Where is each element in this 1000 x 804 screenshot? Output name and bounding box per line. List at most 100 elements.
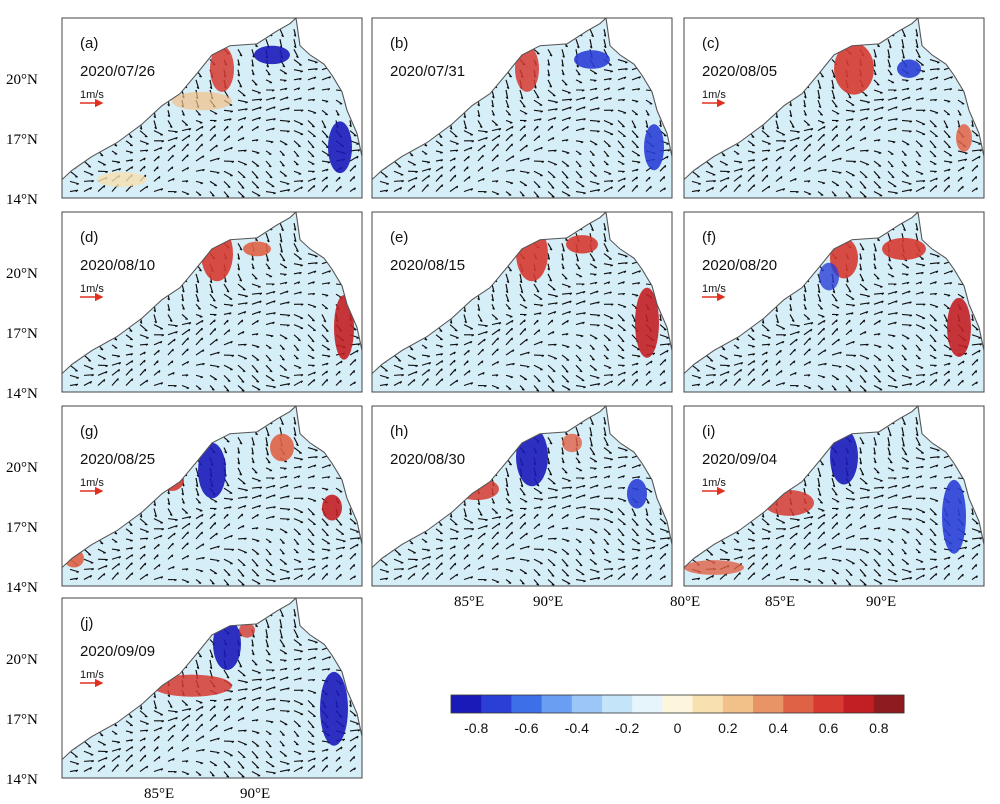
lat-label-14n: 14°N [6, 772, 38, 788]
panel-f: (f) 2020/08/20 1m/s [683, 211, 985, 393]
colorbar-cell [722, 695, 754, 713]
panel-letter: (f) [702, 229, 716, 246]
lat-label-20n: 20°N [6, 652, 38, 668]
colorbar-tick-labels: -0.8 -0.6 -0.4 -0.2 0 0.2 0.4 0.6 0.8 [464, 720, 889, 736]
colorbar-cell [753, 695, 784, 713]
lat-label-14n: 14°N [6, 580, 38, 596]
lat-label-17n: 17°N [6, 712, 38, 728]
colorbar-tick-label: 0.4 [768, 720, 788, 736]
panel-a: (a) 2020/07/26 1m/s [61, 17, 363, 199]
colorbar-cell [541, 695, 573, 713]
panel-frame [683, 405, 985, 587]
lat-label-20n: 20°N [6, 460, 38, 476]
colorbar: -0.8 -0.6 -0.4 -0.2 0 0.2 0.4 0.6 0.8 [450, 694, 905, 736]
colorbar-cell [692, 695, 724, 713]
panel-date: 2020/09/04 [702, 451, 777, 468]
panel-date: 2020/08/15 [390, 257, 465, 274]
colorbar-tick-label: 0.6 [819, 720, 839, 736]
colorbar-cell [511, 695, 543, 713]
colorbar-cell [571, 695, 603, 713]
lon-labels-row4: 85°E 90°E [144, 786, 270, 802]
lon-label-90e: 90°E [240, 786, 270, 802]
panel-letter: (h) [390, 423, 408, 440]
colorbar-tick-label: -0.2 [615, 720, 639, 736]
panel-j: (j) 2020/09/09 1m/s [61, 597, 363, 779]
lat-labels-row3: 20°N 17°N 14°N [6, 460, 38, 596]
colorbar-cell [783, 695, 814, 713]
panel-frame [61, 597, 363, 779]
lat-label-17n: 17°N [6, 326, 38, 342]
scale-label: 1m/s [702, 477, 726, 489]
scale-label: 1m/s [80, 477, 104, 489]
colorbar-tick-label: -0.8 [464, 720, 488, 736]
panel-g: (g) 2020/08/25 1m/s [61, 405, 363, 587]
lat-label-17n: 17°N [6, 132, 38, 148]
colorbar-cell [662, 695, 694, 713]
colorbar-cell [451, 695, 482, 713]
panel-frame [61, 17, 363, 199]
lon-label-85e: 85°E [454, 594, 484, 610]
panel-letter: (c) [702, 35, 720, 52]
panel-i: (i) 2020/09/04 1m/s [683, 405, 985, 587]
colorbar-tick-label: -0.4 [565, 720, 589, 736]
panel-b: (b) 2020/07/31 [371, 17, 673, 199]
panel-frame [371, 211, 673, 393]
panel-frame [683, 17, 985, 199]
panel-letter: (d) [80, 229, 98, 246]
scale-label: 1m/s [702, 283, 726, 295]
panel-date: 2020/08/20 [702, 257, 777, 274]
panel-letter: (i) [702, 423, 715, 440]
lon-label-90e: 90°E [533, 594, 563, 610]
lat-label-14n: 14°N [6, 192, 38, 208]
panel-date: 2020/07/31 [390, 63, 465, 80]
lat-label-20n: 20°N [6, 266, 38, 282]
lon-label-80e: 80°E [670, 594, 700, 610]
lat-labels-row4: 20°N 17°N 14°N [6, 652, 38, 788]
panel-date: 2020/08/10 [80, 257, 155, 274]
colorbar-tick-label: -0.6 [514, 720, 538, 736]
colorbar-cell [843, 695, 875, 713]
scale-label: 1m/s [702, 89, 726, 101]
lat-labels-row2: 20°N 17°N 14°N [6, 266, 38, 402]
colorbar-cells [451, 695, 905, 713]
lat-labels-row1: 20°N 17°N 14°N [6, 72, 38, 208]
lat-label-14n: 14°N [6, 386, 38, 402]
panel-letter: (j) [80, 615, 93, 632]
colorbar-cell [873, 695, 905, 713]
colorbar-cell [602, 695, 633, 713]
lat-label-20n: 20°N [6, 72, 38, 88]
panel-date: 2020/08/25 [80, 451, 155, 468]
colorbar-cell [481, 695, 512, 713]
panel-date: 2020/07/26 [80, 63, 155, 80]
panel-letter: (e) [390, 229, 408, 246]
panel-frame [371, 405, 673, 587]
panel-d: (d) 2020/08/10 1m/s [61, 211, 363, 393]
panel-frame [61, 405, 363, 587]
colorbar-tick-label: 0.8 [869, 720, 889, 736]
panel-frame [61, 211, 363, 393]
lon-labels-row3: 85°E 90°E 80°E 85°E 90°E [454, 594, 896, 610]
lat-label-17n: 17°N [6, 520, 38, 536]
scale-label: 1m/s [80, 89, 104, 101]
panel-letter: (b) [390, 35, 408, 52]
panel-h: (h) 2020/08/30 [371, 405, 673, 587]
panel-e: (e) 2020/08/15 [371, 211, 673, 393]
scale-label: 1m/s [80, 283, 104, 295]
lon-label-90e: 90°E [866, 594, 896, 610]
panel-date: 2020/08/05 [702, 63, 777, 80]
lon-label-85e: 85°E [144, 786, 174, 802]
panel-c: (c) 2020/08/05 1m/s [683, 17, 985, 199]
colorbar-cell [632, 695, 663, 713]
panel-date: 2020/08/30 [390, 451, 465, 468]
colorbar-tick-label: 0.2 [718, 720, 738, 736]
panel-letter: (a) [80, 35, 98, 52]
colorbar-cell [813, 695, 845, 713]
panel-letter: (g) [80, 423, 98, 440]
panel-date: 2020/09/09 [80, 643, 155, 660]
lon-label-85e: 85°E [765, 594, 795, 610]
panel-frame [683, 211, 985, 393]
panel-frame [371, 17, 673, 199]
scale-label: 1m/s [80, 669, 104, 681]
colorbar-tick-label: 0 [674, 720, 682, 736]
